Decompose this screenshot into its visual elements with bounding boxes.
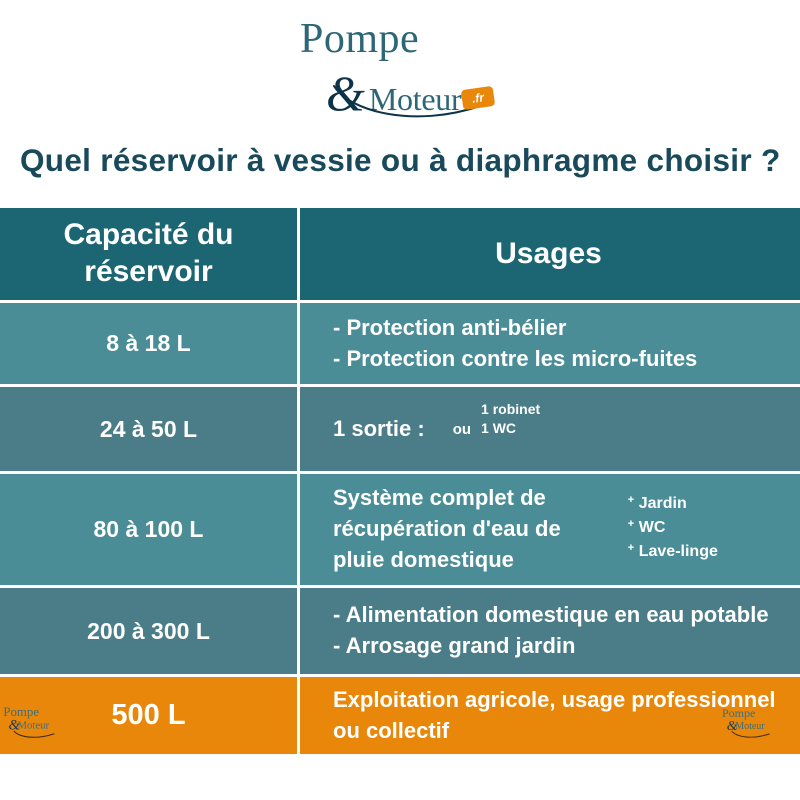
- svg-text:Pompe: Pompe: [3, 705, 39, 719]
- svg-text:Moteur: Moteur: [18, 720, 50, 732]
- svg-text:Moteur: Moteur: [735, 721, 765, 732]
